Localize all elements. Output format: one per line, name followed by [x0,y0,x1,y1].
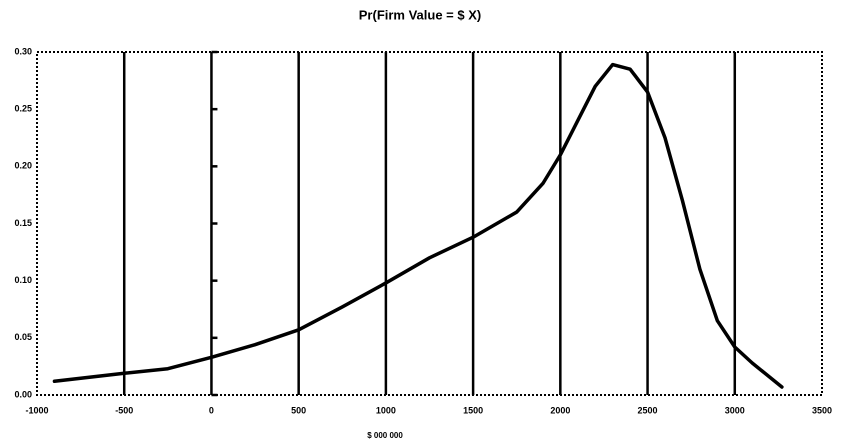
y-tick-label: 0.15 [14,218,32,228]
y-tick-label: 0.05 [14,332,32,342]
x-tick-label: -500 [115,405,133,415]
y-tick-label: 0.10 [14,275,32,285]
y-tick-label: 0.25 [14,104,32,114]
x-tick-label: 1500 [463,405,483,415]
x-tick-label: 3000 [725,405,745,415]
x-tick-label: 500 [291,405,306,415]
y-tick-label: 0.00 [14,389,32,399]
x-tick-label: 3500 [812,405,832,415]
x-tick-label: 2500 [638,405,658,415]
curve [52,62,784,389]
x-tick-label: 0 [209,405,214,415]
y-tick-label: 0.30 [14,46,32,56]
plot-border [36,51,823,396]
x-tick-label: -1000 [25,405,48,415]
x-axis-label: $ 000 000 [367,431,403,440]
chart-title: Pr(Firm Value = $ X) [359,7,481,22]
x-tick-label: 1000 [376,405,396,415]
x-tick-label: 2000 [550,405,570,415]
y-tick-label: 0.20 [14,161,32,171]
